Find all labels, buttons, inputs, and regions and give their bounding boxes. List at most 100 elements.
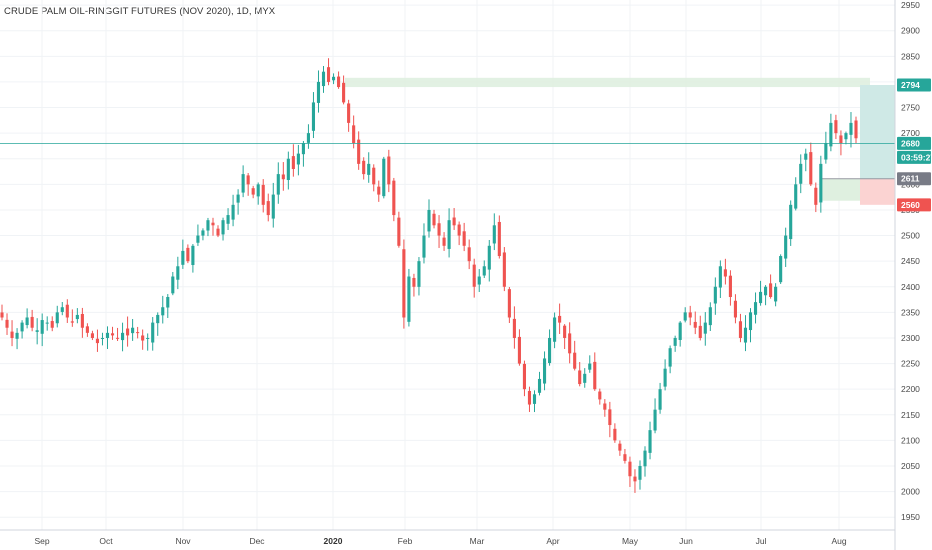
candle: [784, 227, 788, 267]
candle: [0, 304, 4, 321]
candle: [25, 308, 29, 329]
resistance-zone: [345, 77, 870, 88]
candle: [276, 162, 280, 204]
candle: [186, 244, 190, 264]
candle: [512, 306, 516, 349]
candle: [553, 312, 557, 349]
candle: [753, 292, 758, 324]
candle: [718, 260, 722, 298]
candle: [156, 312, 160, 336]
x-tick-label: Mar: [470, 536, 485, 546]
candle: [246, 172, 250, 196]
candle: [608, 401, 612, 438]
candle: [728, 270, 732, 306]
candle: [321, 65, 326, 93]
candle: [492, 213, 496, 251]
candle: [281, 162, 285, 191]
candle: [311, 92, 316, 139]
candle: [683, 307, 687, 323]
candle: [789, 200, 793, 246]
candle: [452, 208, 456, 230]
candle: [20, 320, 24, 339]
candle: [603, 399, 607, 417]
candle: [40, 313, 44, 347]
target-zone: [860, 85, 895, 179]
stop-zone: [860, 178, 895, 205]
candle: [241, 165, 245, 198]
candle: [548, 329, 552, 366]
candle: [316, 70, 321, 113]
price-tag: 2680: [897, 136, 931, 150]
candle: [191, 244, 195, 273]
candle: [834, 114, 838, 140]
candle: [814, 182, 818, 213]
candle: [839, 130, 843, 156]
candle: [588, 355, 592, 373]
candle: [738, 313, 743, 343]
candle: [653, 398, 657, 434]
price-tag: 2611: [897, 172, 931, 186]
candle: [131, 318, 135, 341]
y-tick-label: 2300: [901, 333, 920, 343]
candle: [15, 328, 19, 350]
candle: [422, 223, 426, 264]
candle: [467, 239, 471, 270]
candle: [407, 268, 411, 327]
candle: [457, 221, 461, 246]
candle: [377, 180, 381, 202]
candle: [226, 208, 230, 231]
candle: [211, 217, 215, 236]
candle: [271, 182, 275, 228]
candle: [301, 140, 305, 167]
candle: [477, 269, 481, 292]
price-tag-label: 2560: [901, 200, 920, 210]
candle: [804, 148, 808, 172]
x-tick-label: Oct: [99, 536, 113, 546]
grid-layer: [0, 0, 895, 530]
candle: [266, 193, 270, 222]
price-tag-layer: 2794 2680 03:59:27 2611 2560: [897, 78, 932, 212]
candle: [141, 329, 145, 350]
candle: [372, 164, 376, 192]
candle: [291, 144, 295, 177]
candle: [115, 327, 120, 341]
candle: [151, 317, 155, 351]
candle: [432, 209, 436, 229]
candle: [578, 361, 582, 387]
candle: [663, 359, 667, 391]
candle-layer: [0, 58, 858, 493]
candle: [643, 446, 647, 477]
candle: [693, 311, 697, 335]
candle: [90, 330, 94, 341]
candle: [568, 322, 572, 364]
candle: [110, 326, 115, 340]
y-tick-label: 2900: [901, 26, 920, 36]
candle: [442, 232, 446, 251]
candle: [362, 157, 366, 180]
candle: [95, 329, 100, 352]
candle: [733, 294, 737, 324]
candle: [402, 239, 406, 329]
price-tag: 03:59:27: [897, 150, 932, 164]
candle: [532, 390, 537, 413]
candle: [447, 208, 451, 258]
y-tick-label: 2250: [901, 359, 920, 369]
candle: [221, 217, 225, 241]
candle: [502, 247, 506, 292]
candle: [779, 254, 783, 284]
candle: [286, 151, 290, 190]
y-tick-label: 2500: [901, 231, 920, 241]
candle: [517, 329, 521, 366]
chart-title: CRUDE PALM OIL-RINGGIT FUTURES (NOV 2020…: [4, 6, 276, 17]
candle: [236, 189, 240, 215]
candle: [708, 302, 712, 331]
candle: [542, 351, 547, 391]
y-tick-label: 2700: [901, 128, 920, 138]
candle: [563, 324, 567, 349]
x-tick-label: Jul: [756, 536, 767, 546]
candle: [794, 177, 798, 211]
candle: [166, 294, 170, 319]
candle: [412, 273, 416, 297]
y-tick-label: 2850: [901, 51, 920, 61]
